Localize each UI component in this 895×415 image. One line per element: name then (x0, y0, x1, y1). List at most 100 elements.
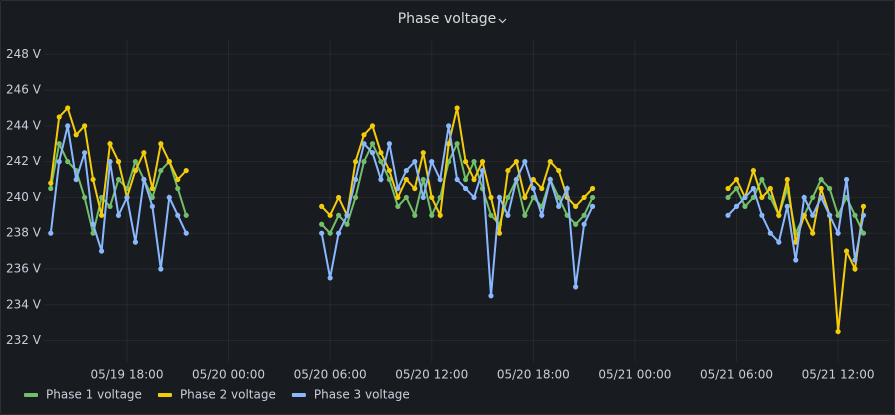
x-tick-label: 05/20 12:00 (395, 368, 468, 382)
data-point (818, 176, 824, 183)
data-point (827, 185, 833, 192)
legend-swatch (157, 393, 172, 397)
data-point (361, 159, 367, 165)
data-point (183, 167, 189, 174)
data-point (395, 185, 401, 192)
data-point (725, 212, 731, 218)
data-point (361, 132, 367, 138)
data-point (107, 203, 113, 209)
data-point (65, 123, 71, 129)
data-point (369, 123, 376, 129)
data-point (589, 194, 596, 201)
data-point (471, 194, 477, 201)
data-point (462, 159, 469, 165)
data-point (581, 194, 587, 201)
legend-item[interactable]: Phase 3 voltage (291, 388, 410, 402)
data-point (132, 159, 139, 165)
data-point (344, 221, 350, 227)
data-point (530, 185, 536, 192)
legend-item[interactable]: Phase 2 voltage (157, 388, 276, 402)
data-point (488, 293, 494, 299)
data-point (132, 239, 139, 245)
data-point (767, 185, 773, 192)
data-point (827, 212, 833, 218)
legend-label: Phase 3 voltage (314, 388, 410, 402)
data-point (767, 230, 773, 236)
data-point (378, 150, 384, 156)
data-point (327, 212, 333, 218)
data-point (48, 185, 54, 192)
data-point (860, 203, 867, 209)
data-point (843, 176, 850, 183)
data-point (90, 221, 96, 227)
data-point (429, 159, 435, 165)
x-tick-label: 05/21 06:00 (700, 368, 773, 382)
chart-title[interactable]: Phase voltage (398, 11, 497, 27)
data-point (505, 194, 511, 201)
data-point (369, 141, 376, 147)
x-tick-label: 05/19 18:00 (90, 368, 163, 382)
data-point (403, 194, 409, 201)
data-point (479, 159, 486, 165)
data-point (547, 176, 553, 183)
data-point (429, 194, 435, 201)
data-point (776, 212, 782, 218)
y-tick-label: 234 V (6, 297, 42, 311)
data-point (412, 159, 418, 165)
data-point (505, 167, 511, 174)
data-point (784, 176, 790, 183)
data-point (107, 141, 113, 147)
data-point (784, 203, 790, 209)
y-tick-label: 236 V (6, 261, 42, 275)
data-point (522, 194, 528, 201)
y-tick-label: 232 V (6, 333, 42, 347)
data-point (73, 132, 79, 138)
data-point (733, 203, 740, 209)
data-point (462, 185, 469, 192)
data-point (454, 176, 460, 183)
data-point (522, 159, 528, 165)
data-point (141, 176, 147, 183)
data-point (793, 257, 799, 263)
data-point (573, 221, 579, 227)
x-tick-label: 05/21 12:00 (802, 368, 875, 382)
data-point (437, 212, 443, 218)
title-menu-chevron[interactable] (498, 18, 507, 24)
data-point (742, 194, 748, 201)
data-point (479, 167, 486, 174)
legend-swatch (291, 393, 306, 397)
data-point (496, 194, 503, 201)
data-point (107, 159, 113, 165)
data-point (581, 212, 587, 218)
data-point (429, 212, 435, 218)
data-point (319, 230, 325, 236)
data-point (98, 212, 105, 218)
data-point (166, 194, 172, 201)
legend-item[interactable]: Phase 1 voltage (24, 388, 142, 402)
data-point (378, 159, 384, 165)
data-point (852, 212, 858, 218)
data-point (835, 328, 841, 335)
data-point (48, 180, 54, 186)
data-point (420, 176, 426, 183)
y-tick-label: 238 V (6, 226, 42, 240)
data-point (166, 159, 172, 165)
data-point (513, 159, 519, 165)
data-point (539, 212, 545, 218)
data-point (835, 212, 841, 218)
data-point (818, 194, 824, 201)
data-point (420, 150, 426, 156)
data-point (149, 194, 155, 201)
data-point (386, 167, 392, 174)
x-tick-label: 05/20 06:00 (294, 368, 367, 382)
y-tick-label: 244 V (6, 118, 42, 132)
data-point (386, 141, 392, 147)
data-point (73, 176, 79, 183)
data-point (183, 212, 189, 218)
data-point (56, 141, 62, 147)
legend-swatch (24, 393, 38, 397)
data-point (750, 167, 757, 174)
y-tick-label: 242 V (6, 154, 42, 168)
data-point (336, 230, 342, 236)
data-point (725, 194, 731, 201)
